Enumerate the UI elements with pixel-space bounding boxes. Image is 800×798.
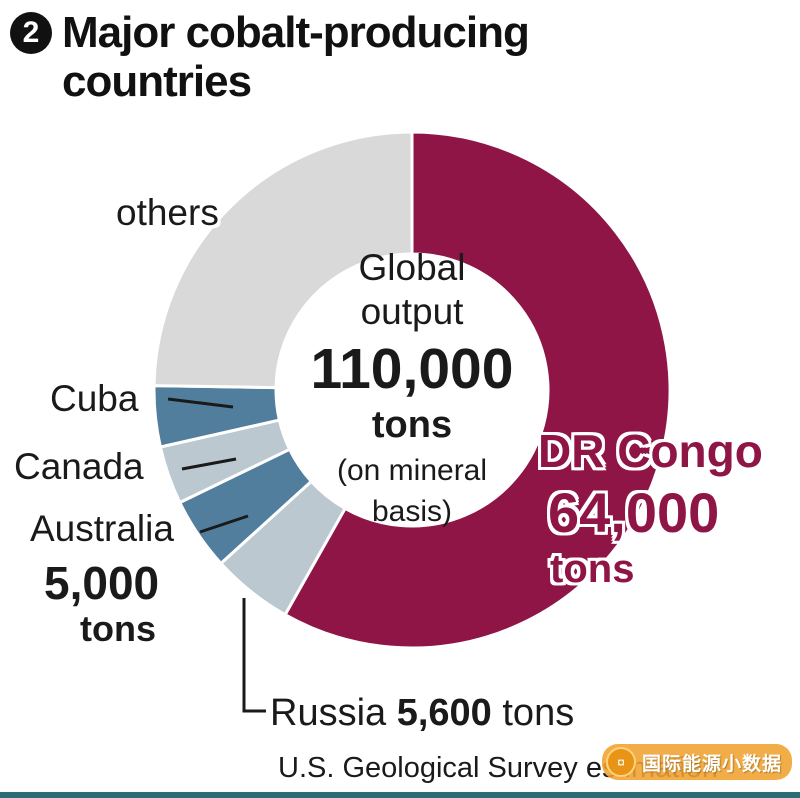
badge-number: 2 — [22, 16, 40, 49]
label-others: others — [116, 192, 219, 233]
canada-leader-line — [181, 457, 237, 471]
label-russia-unit: tons — [502, 692, 575, 734]
label-cuba: Cuba — [50, 378, 139, 419]
center-note-line-1: (on mineral — [336, 454, 488, 488]
label-dr-congo-unit: tons — [550, 547, 635, 591]
donut-slices — [152, 130, 672, 650]
label-dr-congo: DR Congo — [538, 425, 763, 477]
center-line-2: output — [360, 290, 464, 332]
russia-leader-line — [242, 598, 266, 713]
page-title: 2 Major cobalt-producing countries — [10, 8, 530, 107]
title-line-2: countries — [62, 57, 252, 107]
label-russia-line: Russia 5,600 tons — [270, 692, 574, 735]
bottom-accent-bar — [0, 792, 800, 798]
watermark-badge: ¤ 国际能源小数据 — [601, 744, 792, 780]
label-russia-value: 5,600 — [396, 692, 492, 734]
global-output-value: 110,000 — [310, 337, 514, 402]
label-australia-unit: tons — [80, 608, 156, 649]
center-line-1: Global — [358, 247, 466, 288]
global-output-unit: tons — [371, 403, 453, 446]
label-australia-value: 5,000 — [44, 557, 160, 609]
label-canada: Canada — [14, 446, 144, 487]
watermark-text: 国际能源小数据 — [641, 753, 782, 775]
center-note-line-2: basis) — [371, 494, 453, 528]
label-australia: Australia — [30, 508, 174, 549]
label-dr-congo-value: 64,000 — [548, 481, 720, 544]
donut-center-label: Global output 110,000 tons (on mineral b… — [311, 246, 514, 529]
label-dr-congo-block: DR Congo 64,000 tons — [538, 424, 763, 592]
donut-slice-dr-congo — [283, 130, 672, 650]
donut-slice-others — [152, 130, 414, 390]
coin-icon: ¤ — [605, 747, 636, 777]
title-text: Major cobalt-producing countries — [62, 8, 530, 107]
leader-lines — [167, 397, 266, 713]
australia-leader-line — [199, 514, 249, 534]
label-russia: Russia — [270, 692, 387, 734]
title-line-1: Major cobalt-producing — [62, 8, 530, 57]
cuba-leader-line — [167, 397, 234, 409]
number-2-badge-icon: 2 — [10, 12, 52, 54]
